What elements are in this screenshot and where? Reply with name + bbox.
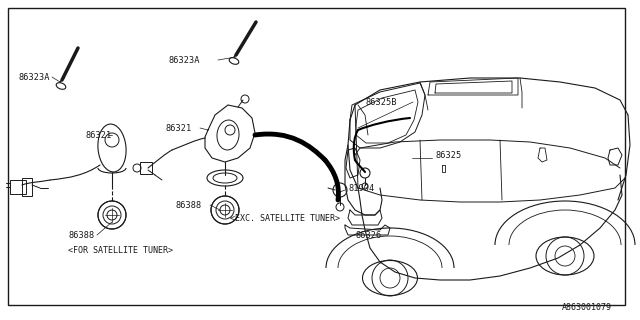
Bar — [22, 178, 32, 196]
Text: 86388: 86388 — [175, 201, 201, 210]
Text: 81904: 81904 — [348, 183, 374, 193]
Text: 86321: 86321 — [165, 124, 191, 132]
Circle shape — [98, 201, 126, 229]
Text: <EXC. SATELLITE TUNER>: <EXC. SATELLITE TUNER> — [230, 213, 340, 222]
Circle shape — [333, 183, 347, 197]
Text: 86321: 86321 — [85, 131, 111, 140]
Circle shape — [211, 196, 239, 224]
Circle shape — [360, 168, 370, 178]
Text: 86323A: 86323A — [18, 73, 49, 82]
Bar — [10, 180, 26, 194]
Text: 86388: 86388 — [68, 230, 94, 239]
Text: A863001079: A863001079 — [562, 302, 612, 311]
Text: <FOR SATELLITE TUNER>: <FOR SATELLITE TUNER> — [68, 245, 173, 254]
Text: 86323A: 86323A — [168, 55, 200, 65]
Text: 86326: 86326 — [355, 230, 381, 239]
Text: 86325B: 86325B — [365, 98, 397, 107]
Bar — [140, 162, 152, 174]
Text: 86325: 86325 — [435, 150, 461, 159]
